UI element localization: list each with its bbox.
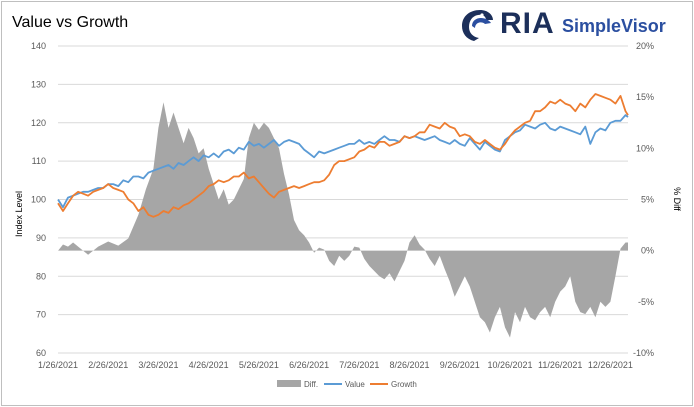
value-line — [57, 114, 629, 209]
x-tick-9: 10/26/2021 — [487, 360, 532, 370]
diff-area — [58, 102, 628, 338]
right-axis-ticks: -10% -5% 0% 5% 10% 15% 20% — [633, 41, 654, 358]
line-series — [57, 93, 629, 218]
y-left-tick-130: 130 — [31, 79, 46, 89]
legend-label-growth: Growth — [391, 380, 417, 389]
y-right-tick-2: 0% — [641, 246, 654, 256]
diff-area-series — [58, 102, 628, 338]
y-left-tick-100: 100 — [31, 195, 46, 205]
x-tick-3: 4/26/2021 — [189, 360, 229, 370]
logo-ria-text: RIA — [500, 7, 555, 40]
x-tick-1: 2/26/2021 — [88, 360, 128, 370]
y-left-tick-90: 90 — [36, 233, 46, 243]
x-axis-ticks: 1/26/2021 2/26/2021 3/26/2021 4/26/2021 5/26… — [38, 360, 633, 370]
y-right-tick-1: -5% — [638, 297, 654, 307]
y-right-tick-0: -10% — [633, 348, 654, 358]
y-right-tick-3: 5% — [641, 195, 654, 205]
y-left-tick-60: 60 — [36, 348, 46, 358]
ria-simplevisor-logo: RIA SimpleVisor — [456, 6, 686, 42]
y-left-tick-80: 80 — [36, 271, 46, 281]
x-tick-5: 6/26/2021 — [289, 360, 329, 370]
y-right-tick-6: 20% — [636, 41, 654, 51]
legend: Diff. Value Growth — [277, 380, 417, 389]
x-tick-8: 9/26/2021 — [440, 360, 480, 370]
left-axis-ticks: 60 70 80 90 100 110 120 130 140 — [31, 41, 46, 358]
y-left-tick-110: 110 — [32, 156, 46, 166]
x-tick-0: 1/26/2021 — [38, 360, 78, 370]
legend-label-diff: Diff. — [304, 380, 318, 389]
y-left-tick-120: 120 — [31, 118, 46, 128]
x-tick-11: 12/26/2021 — [588, 360, 633, 370]
chart-title: Value vs Growth — [12, 14, 129, 31]
x-tick-4: 5/26/2021 — [239, 360, 279, 370]
x-tick-10: 11/26/2021 — [538, 360, 582, 370]
legend-label-value: Value — [345, 380, 365, 389]
x-tick-7: 8/26/2021 — [390, 360, 430, 370]
legend-swatch-diff — [277, 380, 301, 387]
x-tick-2: 3/26/2021 — [138, 360, 178, 370]
growth-line — [57, 93, 629, 218]
y-right-tick-4: 10% — [636, 143, 654, 153]
logo-simplevisor-text: SimpleVisor — [562, 16, 666, 36]
x-tick-6: 7/26/2021 — [339, 360, 379, 370]
y-right-axis-title: % Diff — [672, 187, 682, 211]
y-right-tick-5: 15% — [636, 92, 654, 102]
y-left-tick-70: 70 — [36, 310, 46, 320]
y-left-tick-140: 140 — [31, 41, 46, 51]
y-left-axis-title: Index Level — [14, 191, 24, 237]
eagle-icon — [462, 10, 493, 41]
